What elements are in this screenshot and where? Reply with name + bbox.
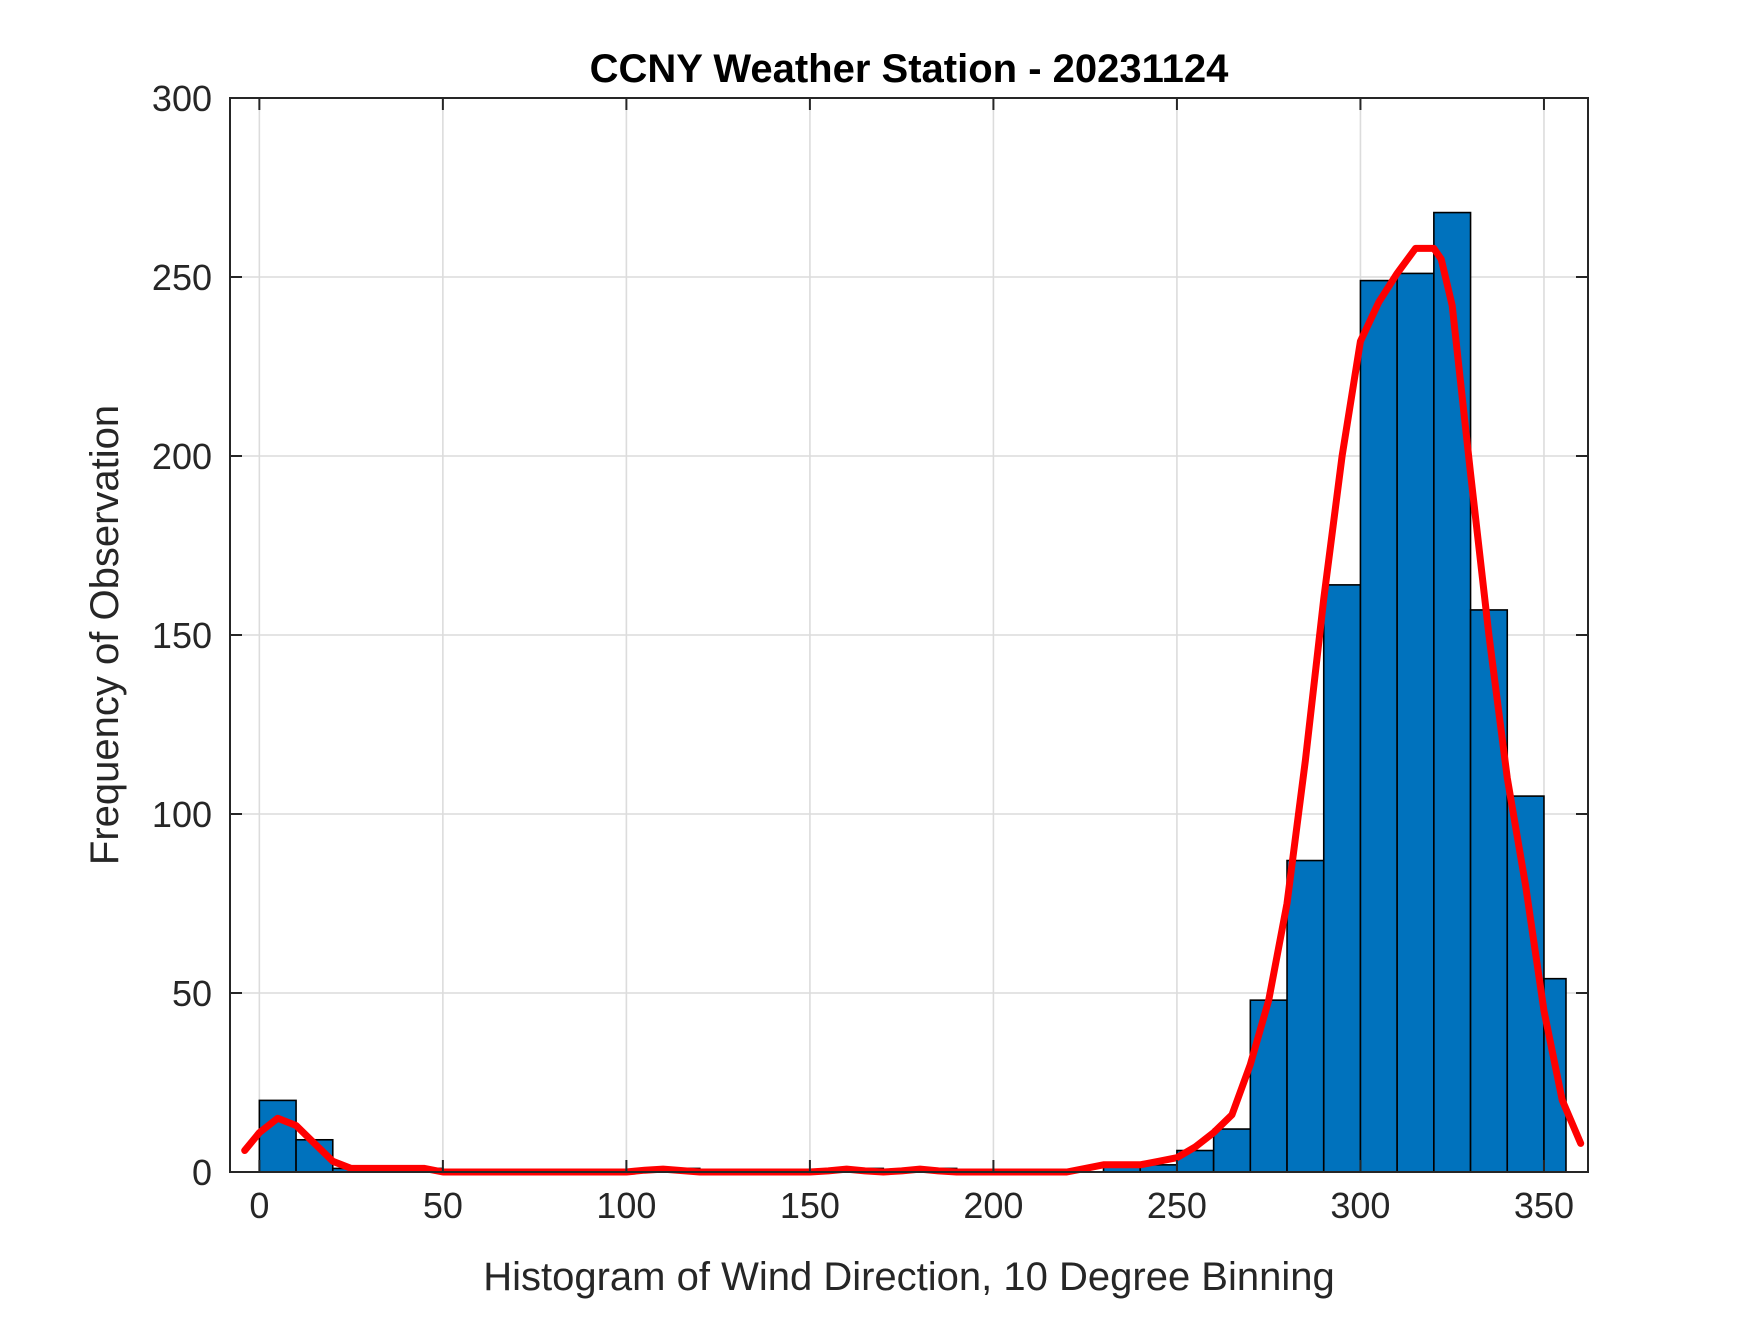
chart-title: CCNY Weather Station - 20231124 [590, 47, 1230, 91]
y-tick-label: 0 [192, 1152, 212, 1193]
histogram-bars [258, 211, 1567, 1173]
x-tick-label: 250 [1147, 1185, 1207, 1226]
y-tick-label: 250 [152, 257, 212, 298]
x-tick-label: 0 [249, 1185, 269, 1226]
x-tick-label: 50 [423, 1185, 463, 1226]
y-tick-label: 300 [152, 78, 212, 119]
histogram-bar [1249, 999, 1288, 1173]
x-tick-label: 300 [1330, 1185, 1390, 1226]
x-tick-label: 200 [963, 1185, 1023, 1226]
x-axis-label: Histogram of Wind Direction, 10 Degree B… [483, 1255, 1335, 1299]
x-tick-label: 150 [780, 1185, 840, 1226]
histogram-bar [1469, 609, 1509, 1173]
y-axis-label: Frequency of Observation [83, 405, 127, 865]
histogram-bar [1286, 859, 1325, 1173]
x-tick-label: 350 [1514, 1185, 1574, 1226]
histogram-bar [1322, 584, 1362, 1173]
x-tick-labels: 0 50 100 150 200 250 300 350 [249, 1185, 1574, 1226]
histogram-bar [258, 1099, 297, 1173]
histogram-bar [1396, 272, 1435, 1173]
histogram-bar [1433, 211, 1472, 1173]
x-tick-label: 100 [596, 1185, 656, 1226]
y-tick-label: 150 [152, 615, 212, 656]
y-tick-label: 50 [172, 973, 212, 1014]
y-tick-label: 100 [152, 794, 212, 835]
histogram-bar [1212, 1128, 1252, 1173]
axis-ticks [230, 97, 1588, 1173]
y-tick-labels: 0 50 100 150 200 250 300 [152, 78, 212, 1193]
histogram-bar [1359, 279, 1398, 1173]
y-tick-label: 200 [152, 436, 212, 477]
